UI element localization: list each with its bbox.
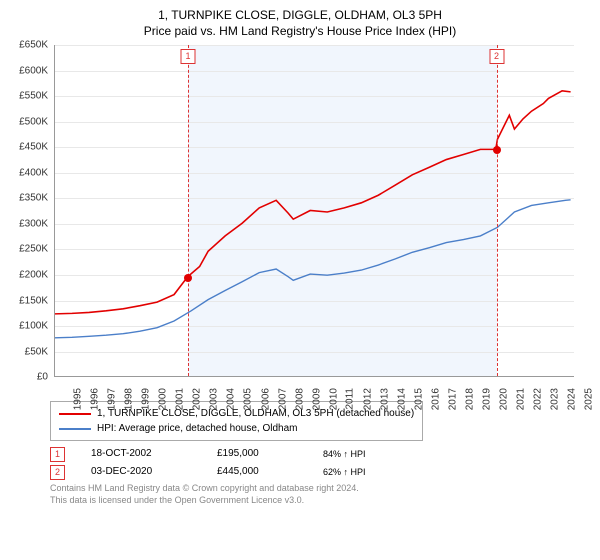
x-axis-label: 2023 <box>550 388 561 410</box>
y-axis-label: £250K <box>8 244 48 255</box>
x-axis-label: 2015 <box>413 388 424 410</box>
event-date: 03-DEC-2020 <box>91 463 191 481</box>
x-axis-label: 1995 <box>72 388 83 410</box>
footer-line-2: This data is licensed under the Open Gov… <box>50 495 590 507</box>
x-axis-label: 2000 <box>157 388 168 410</box>
legend-swatch <box>59 428 91 430</box>
y-axis-label: £500K <box>8 116 48 127</box>
event-row: 2 03-DEC-2020 £445,000 62% ↑ HPI <box>50 463 590 481</box>
event-row: 1 18-OCT-2002 £195,000 84% ↑ HPI <box>50 445 590 463</box>
x-axis-label: 2001 <box>175 388 186 410</box>
x-axis-label: 2006 <box>260 388 271 410</box>
title-subtitle: Price paid vs. HM Land Registry's House … <box>10 24 590 40</box>
x-axis-label: 1998 <box>123 388 134 410</box>
series-hpi <box>55 200 571 338</box>
series-price_paid <box>55 91 571 314</box>
x-axis-label: 2020 <box>498 388 509 410</box>
title-address: 1, TURNPIKE CLOSE, DIGGLE, OLDHAM, OL3 5… <box>10 8 590 24</box>
y-axis-label: £200K <box>8 270 48 281</box>
event-date: 18-OCT-2002 <box>91 445 191 463</box>
y-axis-label: £0 <box>8 372 48 383</box>
footer-attribution: Contains HM Land Registry data © Crown c… <box>50 483 590 506</box>
x-axis-label: 2007 <box>277 388 288 410</box>
x-axis-label: 2010 <box>328 388 339 410</box>
x-axis-label: 2016 <box>430 388 441 410</box>
event-price: £445,000 <box>217 463 297 481</box>
x-axis-label: 2012 <box>362 388 373 410</box>
y-axis-label: £350K <box>8 193 48 204</box>
y-axis-label: £300K <box>8 218 48 229</box>
x-axis-label: 2017 <box>447 388 458 410</box>
x-axis-label: 2025 <box>584 388 595 410</box>
event-number-box: 1 <box>50 447 65 462</box>
y-axis-label: £100K <box>8 321 48 332</box>
price-chart-container: { "title_line1": "1, TURNPIKE CLOSE, DIG… <box>0 0 600 560</box>
x-axis-label: 2018 <box>464 388 475 410</box>
x-axis-label: 2003 <box>209 388 220 410</box>
y-axis-label: £450K <box>8 142 48 153</box>
x-axis-label: 2014 <box>396 388 407 410</box>
y-axis-label: £150K <box>8 295 48 306</box>
event-marker-dot <box>184 274 192 282</box>
x-axis-label: 2021 <box>516 388 527 410</box>
chart-area: 12 £0£50K£100K£150K£200K£250K£300K£350K£… <box>10 45 580 395</box>
event-vline <box>188 45 189 376</box>
x-axis-label: 2013 <box>379 388 390 410</box>
event-pct-vs-hpi: 62% ↑ HPI <box>323 464 366 480</box>
y-axis-label: £50K <box>8 346 48 357</box>
y-axis-label: £400K <box>8 167 48 178</box>
x-axis-label: 1997 <box>106 388 117 410</box>
event-number-box: 2 <box>50 465 65 480</box>
x-axis-label: 1999 <box>140 388 151 410</box>
event-vline <box>497 45 498 376</box>
x-axis-label: 2004 <box>226 388 237 410</box>
y-axis-label: £650K <box>8 40 48 51</box>
event-marker-box: 1 <box>180 49 195 64</box>
x-axis-label: 2002 <box>192 388 203 410</box>
x-axis-label: 2024 <box>567 388 578 410</box>
events-table: 1 18-OCT-2002 £195,000 84% ↑ HPI 2 03-DEC-202… <box>50 445 590 481</box>
x-axis-label: 2005 <box>243 388 254 410</box>
event-marker-dot <box>493 146 501 154</box>
event-marker-box: 2 <box>489 49 504 64</box>
event-pct-vs-hpi: 84% ↑ HPI <box>323 446 366 462</box>
y-axis-label: £600K <box>8 65 48 76</box>
chart-titles: 1, TURNPIKE CLOSE, DIGGLE, OLDHAM, OL3 5… <box>10 8 590 39</box>
x-axis-label: 2022 <box>533 388 544 410</box>
x-axis-label: 2008 <box>294 388 305 410</box>
legend-row: HPI: Average price, detached house, Oldh… <box>59 421 414 436</box>
x-axis-label: 2011 <box>344 388 355 410</box>
x-axis-label: 2019 <box>481 388 492 410</box>
legend-swatch <box>59 413 91 415</box>
y-axis-label: £550K <box>8 91 48 102</box>
x-axis-label: 1996 <box>89 388 100 410</box>
footer-line-1: Contains HM Land Registry data © Crown c… <box>50 483 590 495</box>
x-axis-label: 2009 <box>311 388 322 410</box>
event-price: £195,000 <box>217 445 297 463</box>
plot-region: 12 <box>54 45 574 377</box>
legend-label: HPI: Average price, detached house, Oldh… <box>97 421 298 436</box>
